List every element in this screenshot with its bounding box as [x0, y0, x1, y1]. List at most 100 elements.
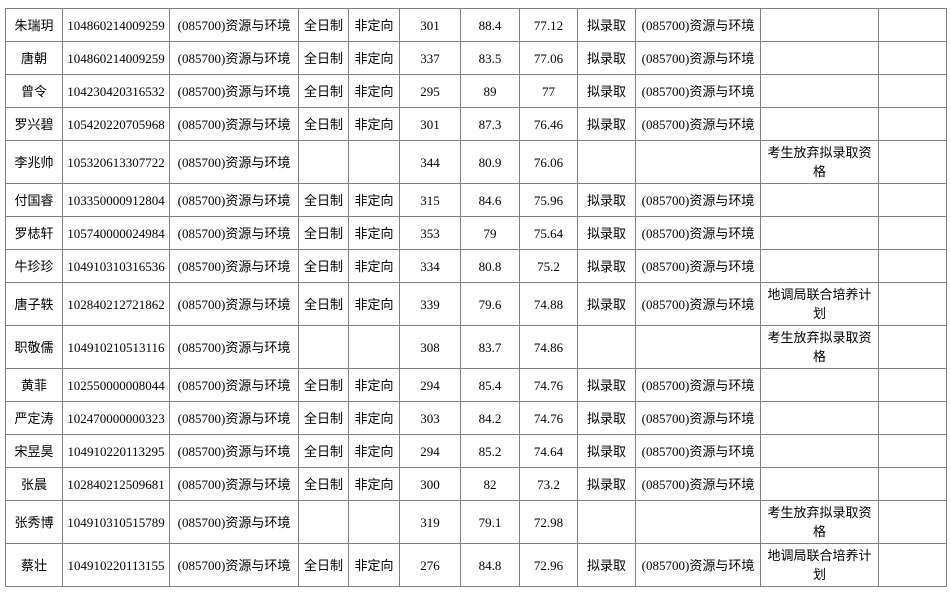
- cell-exam-id: 102550000008044: [62, 368, 170, 402]
- cell-extra-note: [878, 325, 947, 369]
- cell-total-score: 72.98: [519, 500, 578, 544]
- cell-total-score: 76.06: [519, 140, 578, 184]
- table-row: 唐朝 104860214009259 (085700)资源与环境 全日制 非定向…: [5, 41, 947, 75]
- cell-exam-id: 105740000024984: [62, 216, 170, 250]
- cell-category: 非定向: [348, 434, 400, 468]
- cell-total-score: 74.76: [519, 401, 578, 435]
- cell-total-score: 74.64: [519, 434, 578, 468]
- cell-category: 非定向: [348, 183, 400, 217]
- cell-applied-major: (085700)资源与环境: [169, 500, 299, 544]
- cell-candidate-name: 罗梽轩: [5, 216, 63, 250]
- cell-exam-id: 104860214009259: [62, 8, 170, 42]
- cell-remark: 地调局联合培养计划: [760, 282, 879, 326]
- cell-initial-score: 295: [399, 74, 461, 108]
- cell-remark: [760, 41, 879, 75]
- cell-extra-note: [878, 216, 947, 250]
- cell-extra-note: [878, 401, 947, 435]
- cell-total-score: 77: [519, 74, 578, 108]
- cell-study-mode: 全日制: [298, 543, 349, 587]
- cell-exam-id: 104230420316532: [62, 74, 170, 108]
- cell-retest-score: 82: [460, 467, 520, 501]
- cell-candidate-name: 唐子轶: [5, 282, 63, 326]
- cell-admission-status: 拟录取: [577, 249, 636, 283]
- cell-admission-status: 拟录取: [577, 107, 636, 141]
- cell-category: [348, 500, 400, 544]
- cell-initial-score: 353: [399, 216, 461, 250]
- cell-study-mode: 全日制: [298, 8, 349, 42]
- cell-category: 非定向: [348, 8, 400, 42]
- cell-extra-note: [878, 41, 947, 75]
- cell-candidate-name: 牛珍珍: [5, 249, 63, 283]
- cell-category: 非定向: [348, 107, 400, 141]
- cell-admission-status: [577, 140, 636, 184]
- cell-remark: [760, 249, 879, 283]
- cell-exam-id: 103350000912804: [62, 183, 170, 217]
- cell-candidate-name: 李兆帅: [5, 140, 63, 184]
- cell-admitted-major: [635, 500, 761, 544]
- table-row: 付国睿 103350000912804 (085700)资源与环境 全日制 非定…: [5, 183, 947, 217]
- cell-initial-score: 319: [399, 500, 461, 544]
- cell-admission-status: 拟录取: [577, 282, 636, 326]
- cell-retest-score: 80.8: [460, 249, 520, 283]
- cell-remark: [760, 74, 879, 108]
- cell-retest-score: 83.5: [460, 41, 520, 75]
- cell-admission-status: [577, 500, 636, 544]
- cell-candidate-name: 宋昱昊: [5, 434, 63, 468]
- cell-exam-id: 102840212509681: [62, 467, 170, 501]
- cell-remark: [760, 216, 879, 250]
- cell-remark: [760, 107, 879, 141]
- cell-initial-score: 334: [399, 249, 461, 283]
- cell-admission-status: 拟录取: [577, 74, 636, 108]
- cell-retest-score: 88.4: [460, 8, 520, 42]
- cell-exam-id: 104910310515789: [62, 500, 170, 544]
- cell-initial-score: 294: [399, 368, 461, 402]
- cell-category: [348, 140, 400, 184]
- cell-remark: 考生放弃拟录取资格: [760, 500, 879, 544]
- cell-study-mode: 全日制: [298, 249, 349, 283]
- cell-retest-score: 85.4: [460, 368, 520, 402]
- cell-admitted-major: (085700)资源与环境: [635, 8, 761, 42]
- cell-study-mode: [298, 325, 349, 369]
- cell-candidate-name: 蔡壮: [5, 543, 63, 587]
- cell-initial-score: 301: [399, 8, 461, 42]
- table-row: 职敬儒 104910210513116 (085700)资源与环境 308 83…: [5, 325, 947, 369]
- cell-exam-id: 102470000000323: [62, 401, 170, 435]
- table-row: 张晨 102840212509681 (085700)资源与环境 全日制 非定向…: [5, 467, 947, 501]
- cell-initial-score: 315: [399, 183, 461, 217]
- cell-study-mode: 全日制: [298, 74, 349, 108]
- cell-remark: [760, 434, 879, 468]
- cell-extra-note: [878, 434, 947, 468]
- cell-admitted-major: (085700)资源与环境: [635, 183, 761, 217]
- cell-applied-major: (085700)资源与环境: [169, 74, 299, 108]
- cell-admitted-major: (085700)资源与环境: [635, 249, 761, 283]
- cell-exam-id: 105420220705968: [62, 107, 170, 141]
- cell-total-score: 75.64: [519, 216, 578, 250]
- cell-candidate-name: 罗兴碧: [5, 107, 63, 141]
- cell-category: 非定向: [348, 41, 400, 75]
- cell-admission-status: 拟录取: [577, 8, 636, 42]
- cell-admitted-major: (085700)资源与环境: [635, 543, 761, 587]
- table-row: 牛珍珍 104910310316536 (085700)资源与环境 全日制 非定…: [5, 249, 947, 283]
- cell-admitted-major: (085700)资源与环境: [635, 74, 761, 108]
- cell-applied-major: (085700)资源与环境: [169, 107, 299, 141]
- cell-initial-score: 294: [399, 434, 461, 468]
- cell-admitted-major: [635, 140, 761, 184]
- cell-initial-score: 300: [399, 467, 461, 501]
- cell-applied-major: (085700)资源与环境: [169, 216, 299, 250]
- cell-applied-major: (085700)资源与环境: [169, 325, 299, 369]
- cell-admission-status: 拟录取: [577, 467, 636, 501]
- cell-exam-id: 104860214009259: [62, 41, 170, 75]
- cell-initial-score: 276: [399, 543, 461, 587]
- cell-exam-id: 104910210513116: [62, 325, 170, 369]
- cell-extra-note: [878, 500, 947, 544]
- cell-retest-score: 80.9: [460, 140, 520, 184]
- cell-candidate-name: 严定涛: [5, 401, 63, 435]
- cell-applied-major: (085700)资源与环境: [169, 434, 299, 468]
- cell-category: 非定向: [348, 401, 400, 435]
- cell-exam-id: 104910220113155: [62, 543, 170, 587]
- cell-extra-note: [878, 107, 947, 141]
- cell-candidate-name: 朱瑞玥: [5, 8, 63, 42]
- cell-admitted-major: (085700)资源与环境: [635, 467, 761, 501]
- cell-retest-score: 89: [460, 74, 520, 108]
